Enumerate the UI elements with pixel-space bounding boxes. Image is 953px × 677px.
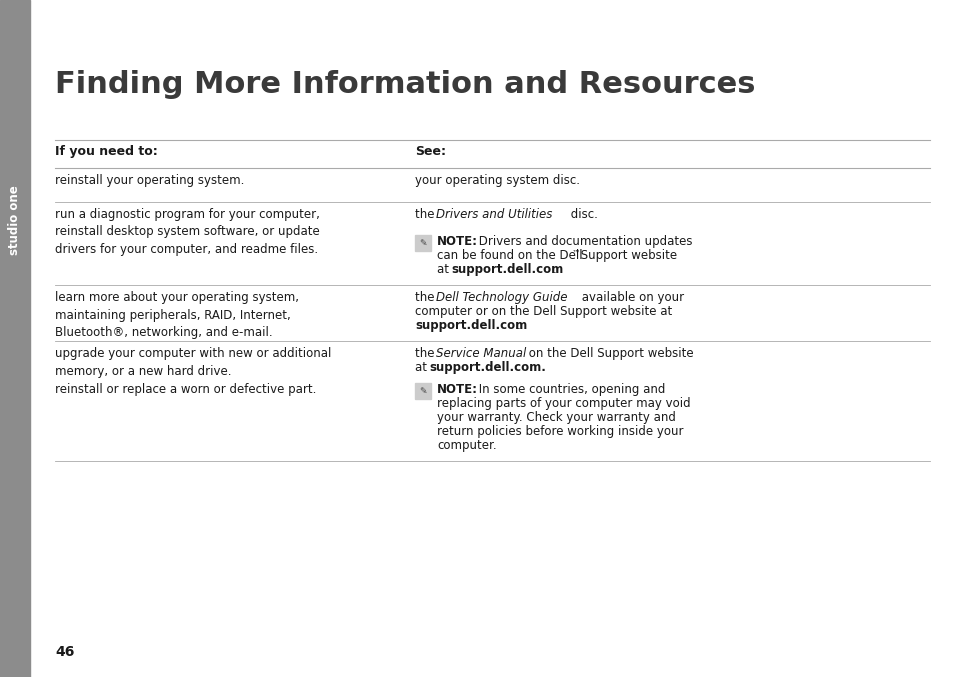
Text: support.dell.com.: support.dell.com. xyxy=(429,361,545,374)
Text: Dell Technology Guide: Dell Technology Guide xyxy=(436,291,567,304)
Text: NOTE:: NOTE: xyxy=(436,383,477,396)
Text: support.dell.com: support.dell.com xyxy=(451,263,562,276)
Text: support.dell.com: support.dell.com xyxy=(415,319,527,332)
Text: reinstall or replace a worn or defective part.: reinstall or replace a worn or defective… xyxy=(55,383,316,396)
Text: studio one: studio one xyxy=(9,185,22,255)
Text: learn more about your operating system,
maintaining peripherals, RAID, Internet,: learn more about your operating system, … xyxy=(55,291,298,339)
Text: Finding More Information and Resources: Finding More Information and Resources xyxy=(55,70,755,99)
Text: Service Manual: Service Manual xyxy=(436,347,526,360)
Text: disc.: disc. xyxy=(566,208,598,221)
Text: the: the xyxy=(415,208,437,221)
Text: ✎: ✎ xyxy=(418,387,426,395)
Text: If you need to:: If you need to: xyxy=(55,145,157,158)
Text: computer or on the Dell Support website at: computer or on the Dell Support website … xyxy=(415,305,672,318)
Text: Drivers and documentation updates: Drivers and documentation updates xyxy=(475,235,692,248)
Text: .: . xyxy=(517,319,520,332)
Text: Drivers and Utilities: Drivers and Utilities xyxy=(436,208,552,221)
Bar xyxy=(0,0,30,677)
Bar xyxy=(415,235,431,251)
Text: at: at xyxy=(415,361,431,374)
Text: ✎: ✎ xyxy=(418,238,426,248)
Text: computer.: computer. xyxy=(436,439,497,452)
Text: replacing parts of your computer may void: replacing parts of your computer may voi… xyxy=(436,397,690,410)
Text: ™: ™ xyxy=(572,249,579,258)
Text: your operating system disc.: your operating system disc. xyxy=(415,174,579,187)
Text: run a diagnostic program for your computer,
reinstall desktop system software, o: run a diagnostic program for your comput… xyxy=(55,208,319,256)
Bar xyxy=(415,383,431,399)
Text: the: the xyxy=(415,347,437,360)
Text: NOTE:: NOTE: xyxy=(436,235,477,248)
Text: See:: See: xyxy=(415,145,446,158)
Text: can be found on the Dell: can be found on the Dell xyxy=(436,249,582,262)
Text: at: at xyxy=(436,263,453,276)
Text: available on your: available on your xyxy=(578,291,683,304)
Text: Support website: Support website xyxy=(577,249,677,262)
Text: on the Dell Support website: on the Dell Support website xyxy=(524,347,693,360)
Text: reinstall your operating system.: reinstall your operating system. xyxy=(55,174,244,187)
Text: In some countries, opening and: In some countries, opening and xyxy=(475,383,664,396)
Text: your warranty. Check your warranty and: your warranty. Check your warranty and xyxy=(436,411,675,424)
Text: .: . xyxy=(553,263,557,276)
Text: the: the xyxy=(415,291,437,304)
Text: upgrade your computer with new or additional
memory, or a new hard drive.: upgrade your computer with new or additi… xyxy=(55,347,331,378)
Text: return policies before working inside your: return policies before working inside yo… xyxy=(436,425,682,438)
Text: 46: 46 xyxy=(55,645,74,659)
